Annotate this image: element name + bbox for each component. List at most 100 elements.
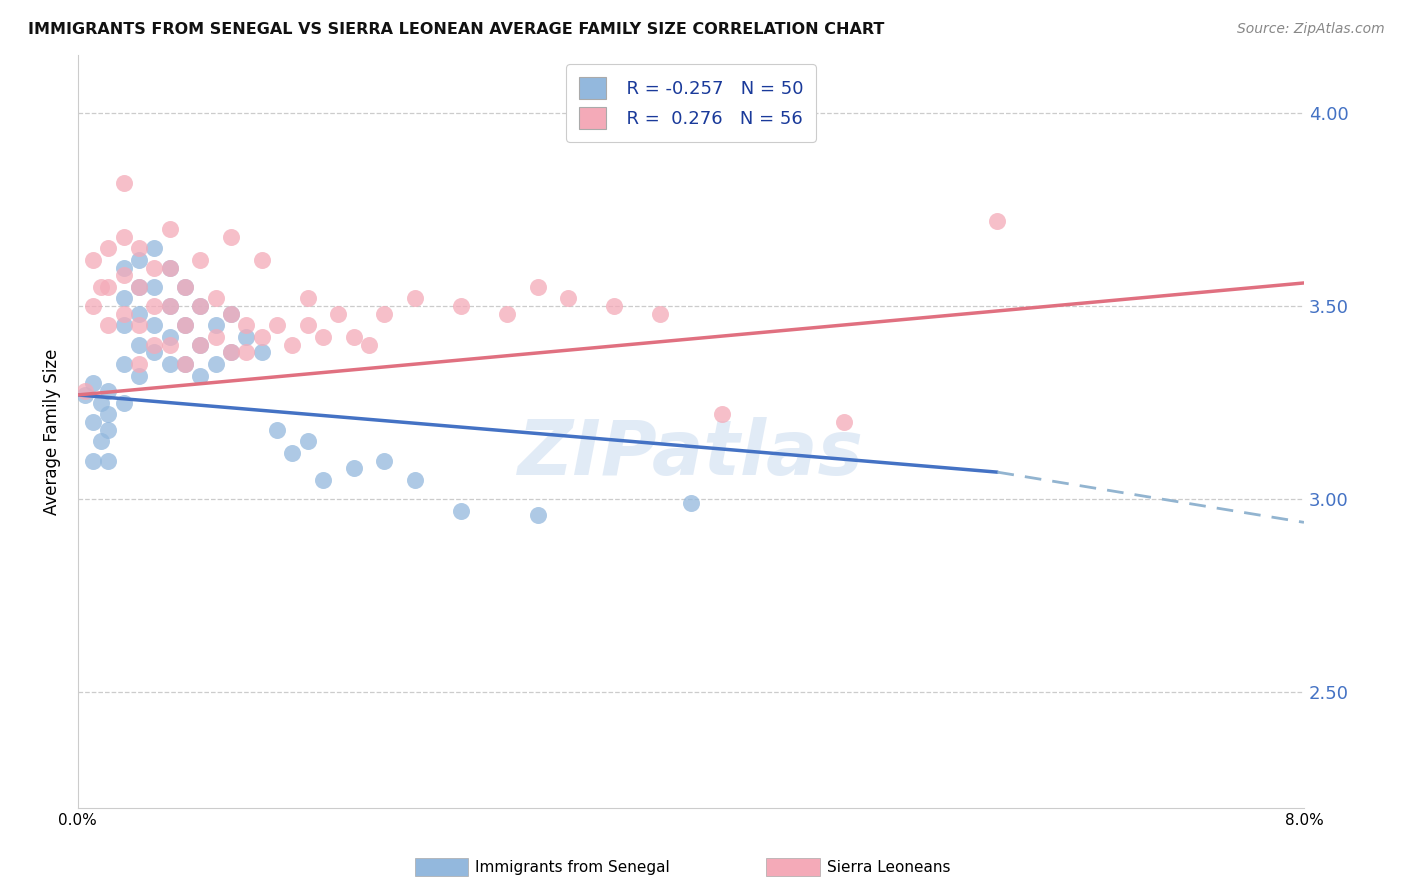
Point [159, 357, 181, 371]
Point [297, 292, 319, 306]
Point [112, 357, 135, 371]
Y-axis label: Average Family Size: Average Family Size [44, 349, 60, 515]
Point [343, 461, 366, 475]
Point [219, 307, 242, 321]
Point [97, 407, 120, 421]
Point [312, 330, 335, 344]
Point [128, 241, 150, 255]
Point [312, 473, 335, 487]
Point [174, 280, 197, 294]
Point [143, 260, 166, 275]
Point [190, 252, 212, 267]
Point [82, 252, 104, 267]
Point [190, 337, 212, 351]
Point [112, 229, 135, 244]
Point [250, 345, 273, 359]
Point [204, 357, 226, 371]
Point [159, 260, 181, 275]
Point [90, 434, 112, 449]
Point [357, 337, 380, 351]
Point [219, 345, 242, 359]
Point [450, 299, 472, 313]
Point [190, 368, 212, 383]
Point [97, 384, 120, 398]
Point [112, 307, 135, 321]
Point [90, 280, 112, 294]
Point [143, 337, 166, 351]
Point [82, 415, 104, 429]
Point [128, 280, 150, 294]
Point [679, 496, 702, 510]
Point [266, 423, 288, 437]
Point [526, 508, 548, 522]
Text: Immigrants from Senegal: Immigrants from Senegal [475, 861, 671, 875]
Point [204, 330, 226, 344]
Point [143, 280, 166, 294]
Point [190, 337, 212, 351]
Point [526, 280, 548, 294]
Point [128, 280, 150, 294]
Point [281, 446, 304, 460]
Text: Source: ZipAtlas.com: Source: ZipAtlas.com [1237, 22, 1385, 37]
Point [90, 395, 112, 409]
Point [404, 292, 426, 306]
Point [112, 318, 135, 333]
Point [112, 176, 135, 190]
Point [373, 307, 395, 321]
Point [174, 318, 197, 333]
Point [128, 307, 150, 321]
Text: Sierra Leoneans: Sierra Leoneans [827, 861, 950, 875]
Point [404, 473, 426, 487]
Point [343, 330, 366, 344]
Point [112, 268, 135, 283]
Point [159, 222, 181, 236]
Point [710, 407, 733, 421]
Point [97, 423, 120, 437]
Point [219, 229, 242, 244]
Point [204, 318, 226, 333]
Point [143, 345, 166, 359]
Point [832, 415, 855, 429]
Point [128, 252, 150, 267]
Point [373, 453, 395, 467]
Point [190, 299, 212, 313]
Point [82, 453, 104, 467]
Point [128, 337, 150, 351]
Point [235, 318, 257, 333]
Point [159, 337, 181, 351]
Point [112, 395, 135, 409]
Point [128, 357, 150, 371]
Point [297, 434, 319, 449]
Point [97, 241, 120, 255]
Point [159, 260, 181, 275]
Point [75, 388, 97, 402]
Point [174, 357, 197, 371]
Point [82, 376, 104, 391]
Point [281, 337, 304, 351]
Point [650, 307, 672, 321]
Point [112, 292, 135, 306]
Point [159, 299, 181, 313]
Point [986, 214, 1008, 228]
Point [250, 330, 273, 344]
Point [143, 299, 166, 313]
Point [219, 345, 242, 359]
Point [496, 307, 519, 321]
Point [143, 241, 166, 255]
Point [250, 252, 273, 267]
Point [266, 318, 288, 333]
Point [204, 292, 226, 306]
Point [190, 299, 212, 313]
Point [143, 318, 166, 333]
Point [128, 368, 150, 383]
Point [450, 504, 472, 518]
Point [128, 318, 150, 333]
Point [97, 280, 120, 294]
Point [235, 345, 257, 359]
Point [159, 299, 181, 313]
Point [97, 318, 120, 333]
Point [297, 318, 319, 333]
Point [174, 280, 197, 294]
Point [82, 299, 104, 313]
Point [557, 292, 579, 306]
